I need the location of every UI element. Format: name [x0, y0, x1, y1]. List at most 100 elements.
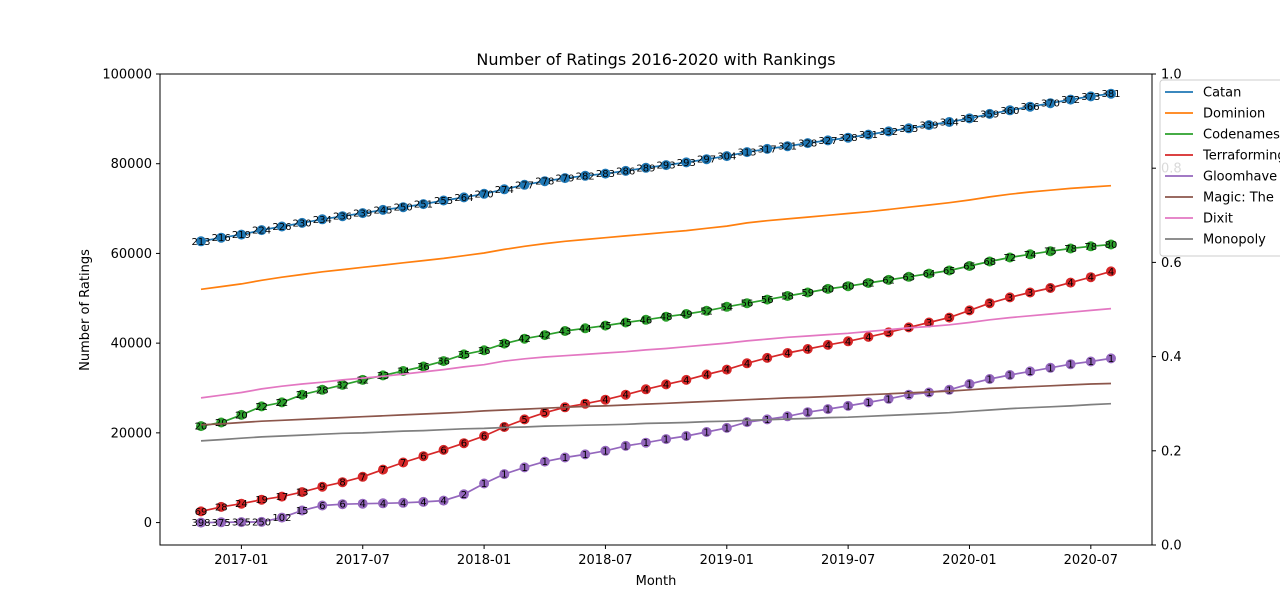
rank-label: 6: [440, 445, 446, 456]
rank-label: 4: [845, 337, 851, 348]
rank-label: 1: [663, 435, 669, 446]
data-point: [256, 225, 267, 236]
data-point: [620, 317, 631, 328]
data-point: [398, 497, 409, 508]
data-point: [661, 160, 672, 171]
data-point: [903, 271, 914, 282]
rank-label: 80: [1105, 240, 1118, 251]
rank-label: 339: [919, 121, 938, 132]
data-point: [398, 457, 409, 468]
data-point: [317, 384, 328, 395]
data-point: [499, 469, 510, 480]
data-point: [357, 498, 368, 509]
data-point: [580, 323, 591, 334]
data-point: [1065, 359, 1076, 370]
data-point: [236, 517, 247, 528]
data-point: [1106, 88, 1116, 99]
data-point: [661, 379, 672, 390]
y2-tick-label: 1.0: [1161, 68, 1182, 83]
rank-label: 366: [1021, 102, 1040, 113]
y-tick-label: 80000: [111, 157, 152, 172]
rank-label: 1: [643, 438, 649, 449]
data-point: [216, 417, 227, 428]
rank-label: 4: [764, 353, 770, 364]
rank-label: 297: [697, 155, 716, 166]
rank-label: 224: [252, 226, 271, 237]
rank-label: 59: [801, 288, 814, 299]
data-point: [681, 157, 692, 168]
data-point: [216, 501, 227, 512]
data-point: [378, 498, 388, 509]
rank-label: 1: [602, 446, 608, 457]
legend-label: Magic: The: [1203, 191, 1274, 206]
data-point: [944, 117, 955, 127]
data-point: [640, 162, 651, 173]
data-point: [276, 221, 287, 232]
data-point: [236, 229, 247, 240]
x-tick-label: 2018-01: [457, 553, 511, 568]
data-point: [1106, 239, 1116, 250]
data-point: [863, 129, 874, 140]
series-layer: 213 216 219 224 226 230 234 236 239 245 250 251 255 2…: [191, 88, 1121, 529]
data-point: [297, 505, 308, 516]
rank-label: 381: [1101, 89, 1120, 100]
data-point: [519, 179, 530, 190]
rank-label: 335: [899, 124, 918, 135]
rank-label: 4: [865, 332, 871, 343]
data-point: [802, 287, 813, 298]
data-point: [681, 374, 692, 385]
rank-label: 20: [195, 422, 208, 433]
rank-label: 7: [360, 472, 366, 483]
data-point: [883, 126, 894, 137]
data-point: [883, 393, 894, 404]
data-point: [802, 344, 813, 354]
data-point: [721, 422, 732, 433]
data-point: [539, 407, 550, 418]
data-point: [216, 517, 227, 528]
series-line: [200, 402, 1112, 442]
rank-label: 270: [475, 189, 494, 200]
rank-label: 344: [940, 118, 959, 129]
data-point: [1025, 366, 1036, 377]
data-point: [196, 506, 206, 517]
x-tick-label: 2020-01: [942, 553, 996, 568]
data-point: [802, 138, 813, 149]
rank-label: 4: [643, 385, 649, 396]
x-tick-label: 2020-07: [1064, 553, 1118, 568]
rank-label: 245: [373, 205, 392, 216]
rank-label: 5: [521, 415, 527, 426]
rank-label: 370: [1041, 99, 1060, 110]
data-point: [762, 143, 773, 154]
data-point: [1045, 362, 1056, 373]
y-tick-label: 60000: [111, 247, 152, 262]
rank-label: 36: [478, 346, 491, 357]
data-point: [519, 462, 530, 473]
rank-label: 32: [336, 380, 349, 391]
rank-label: 34: [397, 367, 410, 378]
rank-label: 1: [703, 428, 709, 439]
data-point: [802, 407, 813, 418]
rank-label: 250: [252, 517, 271, 528]
series-line: [200, 243, 1112, 427]
data-point: [1085, 356, 1096, 367]
rank-label: 4: [703, 370, 709, 381]
rank-label: 32: [356, 375, 369, 386]
y2-tick-label: 0.6: [1161, 256, 1182, 271]
data-point: [357, 471, 368, 482]
rank-label: 6: [339, 500, 345, 511]
rank-label: 3: [966, 306, 972, 317]
rank-label: 1: [1027, 367, 1033, 378]
data-point: [822, 404, 833, 415]
rank-label: 78: [1064, 244, 1077, 255]
y-tick-label: 0: [144, 516, 152, 531]
rank-label: 1: [825, 405, 831, 416]
rank-label: 5: [562, 403, 568, 414]
rank-label: 352: [960, 114, 979, 125]
rank-label: 7: [400, 458, 406, 469]
rank-label: 36: [417, 362, 430, 373]
series-magic-the-gathering: [200, 382, 1112, 426]
data-point: [458, 489, 469, 500]
data-point: [701, 305, 712, 316]
